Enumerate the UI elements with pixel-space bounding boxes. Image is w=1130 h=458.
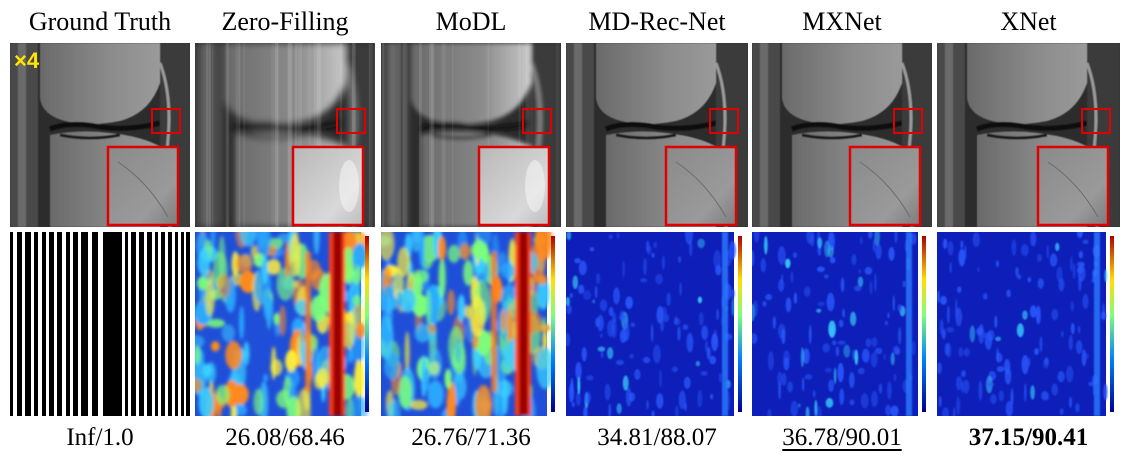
- error-heatmap-image: [381, 232, 555, 416]
- column-title-zero-filling: Zero-Filling: [221, 7, 349, 36]
- sampling-mask-panel: [10, 232, 190, 416]
- metric-md-rec-net: 34.81/88.07: [597, 424, 717, 451]
- column-title-md-rec-net: MD-Rec-Net: [588, 7, 726, 36]
- recon-panel-mxnet: [752, 43, 932, 227]
- error-heatmap-image: [937, 232, 1114, 416]
- recon-panel-modl: [381, 43, 561, 227]
- error-map-panel-xnet: [937, 232, 1120, 416]
- error-map-panel-zero-filling: [195, 232, 375, 416]
- column-title-xnet: XNet: [1000, 7, 1057, 36]
- knee-mri-image: [195, 43, 375, 227]
- error-heatmap-image: [195, 232, 369, 416]
- metric-mxnet: 36.78/90.01: [782, 424, 902, 451]
- knee-mri-image: [566, 43, 748, 227]
- recon-panel-md-rec-net: [566, 43, 748, 227]
- error-heatmap-image: [566, 232, 742, 416]
- error-heatmap-image: [752, 232, 926, 416]
- knee-mri-image: [937, 43, 1120, 227]
- error-map-panel-modl: [381, 232, 561, 416]
- recon-panel-ground-truth: ×4: [10, 43, 190, 227]
- column-title-ground-truth: Ground Truth: [28, 7, 172, 36]
- column-title-mxnet: MXNet: [802, 7, 882, 36]
- metric-modl: 26.76/71.36: [411, 424, 531, 451]
- error-map-panel-mxnet: [752, 232, 932, 416]
- metric-ground-truth: Inf/1.0: [66, 424, 134, 451]
- metric-zero-filling: 26.08/68.46: [225, 424, 345, 451]
- error-map-panel-md-rec-net: [566, 232, 748, 416]
- knee-mri-image: [752, 43, 932, 227]
- column-title-modl: MoDL: [435, 7, 507, 36]
- knee-mri-image: [381, 43, 561, 227]
- recon-panel-xnet: [937, 43, 1120, 227]
- metric-xnet: 37.15/90.41: [968, 424, 1089, 451]
- recon-panel-zero-filling: [195, 43, 375, 227]
- acceleration-label: ×4: [14, 48, 40, 73]
- knee-mri-image: [10, 43, 190, 227]
- sampling-mask-image: [13, 232, 186, 416]
